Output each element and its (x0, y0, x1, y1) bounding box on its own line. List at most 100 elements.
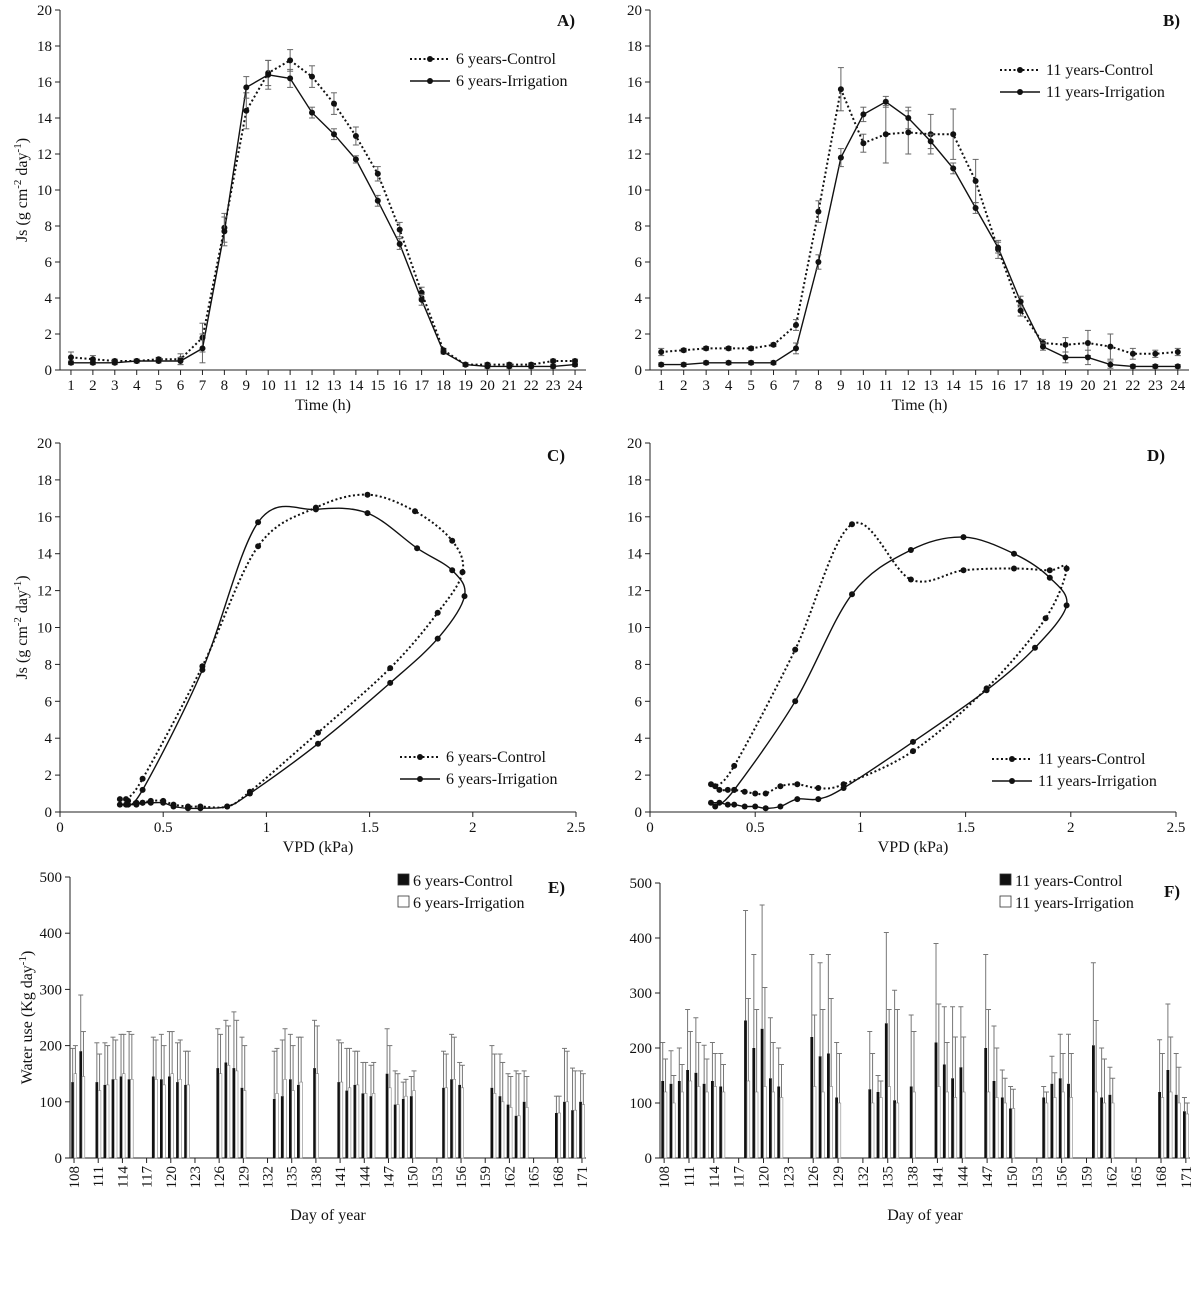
x-tick-label: 11 (283, 378, 297, 394)
bar (275, 1093, 279, 1159)
bar (176, 1082, 179, 1158)
bar (297, 1084, 300, 1158)
x-tick-label: 2.5 (567, 820, 586, 836)
bar (565, 1101, 569, 1159)
data-point (960, 567, 967, 574)
y-tick-label: 20 (627, 3, 642, 19)
x-tick-label: 114 (707, 1166, 723, 1188)
data-point (1129, 350, 1136, 357)
bar (719, 1086, 723, 1158)
bar (388, 1087, 392, 1159)
bar (934, 1042, 938, 1158)
bar (694, 1072, 698, 1159)
data-point (731, 762, 738, 769)
x-tick-label: 114 (115, 1166, 131, 1188)
x-tick-label: 126 (806, 1166, 822, 1189)
x-tick-label: 9 (837, 378, 845, 394)
data-point (882, 131, 889, 138)
x-tick-label: 138 (906, 1166, 922, 1189)
x-tick-label: 12 (901, 378, 916, 394)
data-point (461, 593, 468, 600)
data-point (139, 799, 146, 806)
bar (895, 1102, 900, 1159)
data-point (116, 801, 123, 808)
bar (821, 1091, 825, 1159)
data-point (315, 740, 321, 747)
data-point (1152, 350, 1159, 357)
legend-marker (1017, 67, 1023, 73)
y-tick-label: 20 (627, 436, 642, 452)
bar (347, 1087, 352, 1159)
data-point (658, 361, 665, 368)
data-point (1063, 565, 1070, 572)
data-point (387, 665, 394, 672)
bar (986, 1091, 991, 1159)
bar (879, 1097, 883, 1159)
x-tick-label: 153 (430, 1166, 446, 1189)
y-tick-label: 8 (45, 657, 53, 673)
data-point (123, 801, 129, 808)
x-tick-label: 2 (469, 820, 477, 836)
bar (951, 1078, 954, 1159)
bar (151, 1076, 155, 1158)
bar (893, 1100, 896, 1159)
bar (705, 1091, 709, 1159)
y-tick-label: 10 (37, 183, 52, 199)
bar (184, 1084, 187, 1158)
x-tick-label: 3 (111, 378, 119, 394)
bar (1011, 1108, 1016, 1159)
data-point (972, 205, 979, 211)
bar (498, 1096, 502, 1158)
data-point (177, 358, 184, 364)
bar (686, 1070, 689, 1158)
data-point (725, 345, 732, 352)
data-point (440, 349, 447, 355)
series-control: 6 years-Control (70, 873, 584, 1159)
data-point (741, 803, 748, 810)
bar (226, 1065, 231, 1159)
y-tick-label: 0 (635, 805, 643, 821)
y-tick-label: 4 (45, 291, 53, 307)
bar (409, 1096, 413, 1158)
data-point (708, 799, 714, 806)
data-point (792, 646, 799, 653)
bar (870, 1102, 875, 1159)
y-tick-label: 18 (37, 473, 52, 489)
data-point (418, 296, 425, 303)
data-point (352, 156, 359, 163)
x-tick-label: 108 (657, 1166, 673, 1189)
y-tick-label: 300 (40, 982, 63, 998)
y-axis-label: Js (g cm-2 day-1) (12, 138, 31, 242)
x-tick-label: 138 (309, 1166, 325, 1189)
x-axis-label: Time (h) (295, 397, 351, 414)
x-tick-label: 3 (702, 378, 710, 394)
data-point (1032, 644, 1038, 651)
x-tick-label: 16 (991, 378, 1007, 394)
bar (702, 1083, 706, 1159)
bar (1044, 1102, 1049, 1159)
data-point (68, 359, 74, 366)
y-tick-label: 400 (630, 931, 653, 947)
y-axis-label: Js (g cm-2 day-1) (12, 575, 31, 679)
legend-marker (417, 776, 423, 782)
data-point (792, 698, 799, 705)
chart-panel-f: 0 100 200 300 400 500 F) 108 111 114 117 120 123 126 1… (630, 873, 1195, 1224)
data-point (449, 537, 456, 544)
data-point (414, 545, 421, 552)
y-tick-label: 14 (37, 547, 53, 563)
y-tick-label: 400 (40, 926, 63, 942)
legend-marker (427, 56, 433, 62)
x-tick-label: 22 (1125, 378, 1140, 394)
bar (663, 1091, 668, 1159)
bar (224, 1062, 228, 1158)
x-tick-label: 135 (285, 1166, 301, 1189)
data-point (364, 491, 371, 498)
data-point (680, 361, 687, 368)
bar (581, 1104, 586, 1159)
y-tick-label: 2 (635, 768, 643, 784)
bar (186, 1084, 190, 1159)
x-tick-label: 0 (646, 820, 654, 836)
y-tick-label: 14 (37, 111, 53, 127)
bar (1169, 1091, 1173, 1159)
